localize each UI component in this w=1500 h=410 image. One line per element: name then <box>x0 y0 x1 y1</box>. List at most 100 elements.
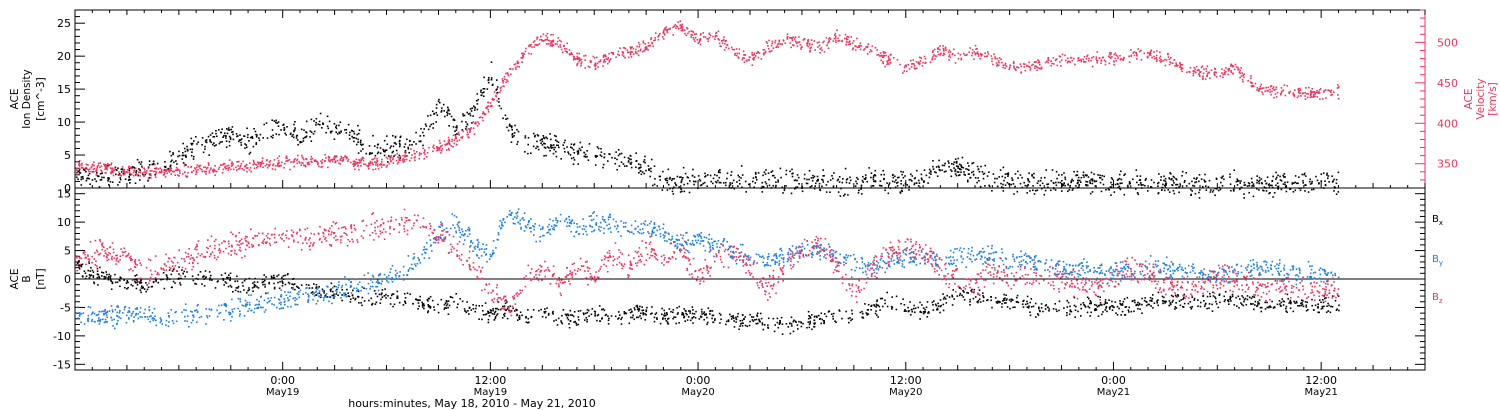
velocity-point <box>604 54 606 56</box>
bx-point <box>777 326 780 329</box>
bx-point <box>1237 295 1240 298</box>
velocity-point <box>466 133 468 136</box>
bx-point <box>235 287 238 289</box>
density-point <box>315 121 317 124</box>
bx-point <box>1157 299 1159 301</box>
density-point <box>564 151 566 153</box>
velocity-point <box>834 32 837 35</box>
velocity-point <box>371 161 373 164</box>
velocity-point <box>360 165 362 167</box>
bx-point <box>761 323 764 326</box>
velocity-point <box>1181 70 1183 73</box>
velocity-point <box>991 60 993 63</box>
density-point <box>900 180 902 182</box>
velocity-point <box>304 164 306 167</box>
velocity-point <box>170 173 172 175</box>
density-point <box>226 128 228 130</box>
bx-point <box>557 317 560 320</box>
density-point <box>448 109 450 112</box>
density-point <box>1239 182 1241 184</box>
velocity-point <box>699 39 702 41</box>
density-point <box>1302 182 1304 184</box>
bx-point <box>891 296 893 298</box>
density-point <box>817 179 819 181</box>
velocity-point <box>1130 49 1132 51</box>
velocity-point <box>1175 63 1178 66</box>
velocity-point <box>912 59 915 61</box>
velocity-point <box>160 168 163 171</box>
bx-point <box>651 306 653 308</box>
density-point <box>326 115 329 118</box>
density-point <box>138 168 140 170</box>
density-point <box>425 125 428 127</box>
density-point <box>197 141 200 143</box>
bx-point <box>331 294 334 297</box>
density-point <box>542 135 545 137</box>
density-point <box>124 178 127 180</box>
bx-point <box>631 316 634 319</box>
velocity-point <box>1174 65 1176 67</box>
density-point <box>1135 169 1138 171</box>
velocity-point <box>1155 54 1158 57</box>
velocity-point <box>455 143 458 146</box>
velocity-point <box>714 38 716 40</box>
density-point <box>1308 180 1311 183</box>
velocity-point <box>476 125 479 127</box>
velocity-point <box>596 56 598 59</box>
density-point <box>437 100 440 103</box>
density-point <box>821 185 823 188</box>
bx-point <box>350 298 352 301</box>
density-point <box>573 159 576 161</box>
density-point <box>1211 191 1214 193</box>
bx-point <box>532 309 535 311</box>
velocity-point <box>654 37 656 39</box>
density-point <box>705 175 707 177</box>
bx-point <box>527 309 529 311</box>
velocity-point <box>1331 93 1334 96</box>
velocity-point <box>995 62 998 64</box>
velocity-point <box>924 62 926 64</box>
velocity-point <box>1123 57 1125 60</box>
velocity-point <box>1280 87 1283 89</box>
velocity-point <box>1318 92 1321 94</box>
bx-point <box>608 317 610 320</box>
bx-point <box>1325 296 1327 299</box>
velocity-point <box>1206 72 1209 75</box>
velocity-point <box>293 165 295 168</box>
density-point <box>1070 180 1073 182</box>
velocity-point <box>224 163 226 165</box>
density-point <box>370 152 372 155</box>
velocity-point <box>937 47 939 49</box>
bx-point <box>945 302 948 304</box>
velocity-point <box>693 38 695 41</box>
velocity-point <box>987 51 989 53</box>
density-point <box>508 125 511 127</box>
bx-point <box>1317 311 1319 314</box>
density-point <box>888 182 891 184</box>
velocity-point <box>507 73 509 76</box>
bx-point <box>1024 303 1027 306</box>
velocity-point <box>1047 59 1050 62</box>
bx-point <box>1294 302 1296 304</box>
bx-point <box>273 276 276 279</box>
velocity-point <box>1146 52 1149 54</box>
density-point <box>408 144 411 146</box>
bx-point <box>1178 300 1181 302</box>
density-point <box>1236 178 1239 180</box>
velocity-point <box>699 34 702 36</box>
velocity-point <box>182 173 184 175</box>
velocity-point <box>90 166 92 169</box>
density-point <box>570 143 573 145</box>
bx-point <box>155 279 157 281</box>
bx-point <box>330 282 333 285</box>
bx-point <box>597 313 600 316</box>
velocity-point <box>502 81 504 84</box>
velocity-point <box>118 174 120 176</box>
density-point <box>1121 182 1123 184</box>
velocity-point <box>1234 63 1237 66</box>
density-point <box>782 192 784 194</box>
velocity-point <box>960 57 963 60</box>
bx-point <box>646 306 648 309</box>
density-point <box>128 167 131 170</box>
bx-point <box>577 316 580 318</box>
